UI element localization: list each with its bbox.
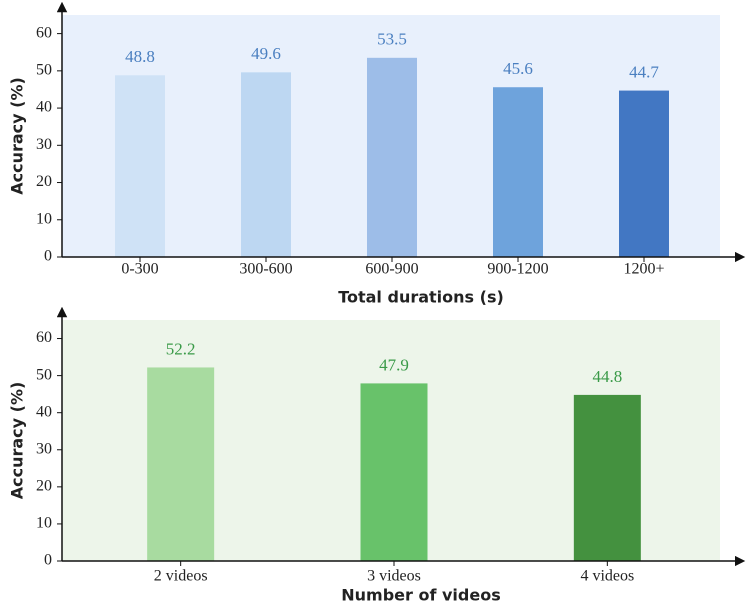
y-tick-label: 60: [36, 24, 52, 41]
x-tick-label: 300-600: [239, 261, 292, 278]
bar: [360, 383, 428, 561]
x-tick-label: 3 videos: [367, 568, 421, 585]
x-axis-title: Total durations (s): [338, 288, 504, 307]
value-label: 53.5: [377, 30, 407, 49]
x-tick-label: 600-900: [365, 261, 418, 278]
y-tick-label: 60: [36, 329, 52, 346]
bar: [573, 394, 641, 561]
y-tick-label: 20: [36, 478, 52, 495]
value-label: 48.8: [125, 47, 155, 66]
x-tick-label: 900-1200: [487, 261, 548, 278]
bar: [619, 90, 669, 257]
y-tick-label: 30: [36, 136, 52, 153]
bar: [241, 72, 291, 257]
value-label: 49.6: [251, 44, 281, 63]
value-label: 45.6: [503, 59, 533, 78]
y-tick-label: 50: [36, 366, 52, 383]
y-tick-label: 0: [44, 552, 52, 569]
y-tick-label: 30: [36, 440, 52, 457]
value-label: 47.9: [379, 355, 409, 374]
bar: [115, 75, 165, 257]
value-label: 44.7: [629, 62, 659, 81]
value-label: 44.8: [592, 367, 622, 386]
x-tick-label: 1200+: [623, 261, 664, 278]
x-tick-label: 4 videos: [580, 568, 634, 585]
y-tick-label: 0: [44, 248, 52, 265]
y-tick-label: 10: [36, 515, 52, 532]
y-tick-label: 40: [36, 99, 52, 116]
bar: [367, 57, 417, 257]
value-label: 52.2: [166, 339, 196, 358]
bar: [147, 367, 215, 561]
y-tick-label: 20: [36, 173, 52, 190]
x-axis-title: Number of videos: [341, 586, 500, 605]
y-tick-label: 40: [36, 403, 52, 420]
bar: [493, 87, 543, 257]
y-tick-label: 10: [36, 210, 52, 227]
y-axis-title: Accuracy (%): [8, 382, 27, 500]
y-axis-title: Accuracy (%): [8, 77, 27, 195]
x-tick-label: 2 videos: [154, 568, 208, 585]
x-tick-label: 0-300: [121, 261, 158, 278]
y-tick-label: 50: [36, 62, 52, 79]
